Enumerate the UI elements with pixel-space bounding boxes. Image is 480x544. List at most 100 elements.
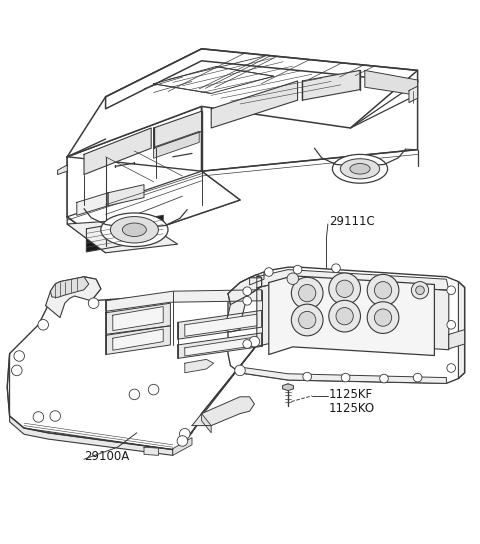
Circle shape bbox=[180, 429, 190, 439]
Polygon shape bbox=[449, 330, 465, 349]
Circle shape bbox=[332, 264, 340, 273]
Circle shape bbox=[243, 339, 252, 348]
Circle shape bbox=[336, 280, 353, 298]
Polygon shape bbox=[202, 80, 418, 171]
Polygon shape bbox=[67, 171, 240, 245]
Circle shape bbox=[287, 273, 299, 285]
Polygon shape bbox=[240, 367, 446, 384]
Circle shape bbox=[38, 319, 48, 330]
Polygon shape bbox=[7, 277, 269, 449]
Ellipse shape bbox=[110, 217, 158, 243]
Circle shape bbox=[299, 311, 316, 329]
Polygon shape bbox=[154, 111, 202, 148]
Polygon shape bbox=[302, 70, 360, 100]
Circle shape bbox=[12, 365, 22, 376]
Polygon shape bbox=[250, 272, 264, 285]
Polygon shape bbox=[409, 86, 418, 103]
Circle shape bbox=[413, 373, 422, 382]
Circle shape bbox=[291, 304, 323, 336]
Circle shape bbox=[249, 336, 260, 347]
Polygon shape bbox=[67, 49, 418, 157]
Polygon shape bbox=[257, 281, 449, 350]
Polygon shape bbox=[50, 277, 89, 298]
Ellipse shape bbox=[122, 223, 146, 237]
Polygon shape bbox=[202, 413, 211, 433]
Circle shape bbox=[447, 286, 456, 294]
Circle shape bbox=[329, 273, 360, 305]
Polygon shape bbox=[185, 360, 214, 373]
Circle shape bbox=[416, 286, 424, 294]
Polygon shape bbox=[269, 276, 434, 356]
Polygon shape bbox=[154, 131, 199, 158]
Circle shape bbox=[148, 384, 159, 395]
Circle shape bbox=[374, 282, 392, 299]
Circle shape bbox=[88, 298, 99, 308]
Circle shape bbox=[264, 268, 273, 276]
Ellipse shape bbox=[350, 164, 370, 174]
Circle shape bbox=[33, 412, 44, 422]
Polygon shape bbox=[113, 329, 163, 350]
Circle shape bbox=[367, 302, 399, 333]
Polygon shape bbox=[67, 157, 240, 245]
Polygon shape bbox=[365, 70, 418, 95]
Polygon shape bbox=[84, 128, 151, 175]
Polygon shape bbox=[228, 278, 262, 305]
Circle shape bbox=[235, 365, 245, 376]
Circle shape bbox=[447, 364, 456, 372]
Polygon shape bbox=[106, 290, 262, 311]
Text: 29111C: 29111C bbox=[329, 215, 374, 228]
Ellipse shape bbox=[332, 154, 388, 183]
Polygon shape bbox=[178, 333, 262, 358]
Polygon shape bbox=[108, 184, 144, 206]
Polygon shape bbox=[144, 447, 158, 455]
Circle shape bbox=[243, 296, 252, 305]
Polygon shape bbox=[7, 354, 10, 416]
Polygon shape bbox=[67, 219, 178, 253]
Polygon shape bbox=[46, 277, 101, 318]
Circle shape bbox=[374, 309, 392, 326]
Polygon shape bbox=[185, 337, 257, 356]
Polygon shape bbox=[257, 270, 449, 290]
Circle shape bbox=[447, 320, 456, 329]
Circle shape bbox=[380, 374, 388, 383]
Polygon shape bbox=[173, 437, 192, 455]
Circle shape bbox=[243, 287, 252, 295]
Circle shape bbox=[50, 411, 60, 421]
Circle shape bbox=[291, 277, 323, 309]
Circle shape bbox=[293, 265, 302, 274]
Ellipse shape bbox=[340, 159, 380, 179]
Circle shape bbox=[367, 274, 399, 306]
Polygon shape bbox=[458, 282, 465, 379]
Polygon shape bbox=[185, 314, 257, 336]
Circle shape bbox=[329, 300, 360, 332]
Ellipse shape bbox=[101, 213, 168, 246]
Polygon shape bbox=[106, 49, 418, 109]
Circle shape bbox=[336, 307, 353, 325]
Circle shape bbox=[14, 351, 24, 361]
Polygon shape bbox=[106, 326, 170, 355]
Polygon shape bbox=[182, 330, 264, 445]
Polygon shape bbox=[113, 307, 163, 331]
Polygon shape bbox=[106, 303, 170, 335]
Circle shape bbox=[129, 389, 140, 400]
Polygon shape bbox=[77, 193, 108, 215]
Circle shape bbox=[299, 285, 316, 302]
Text: 29100A: 29100A bbox=[84, 450, 129, 463]
Circle shape bbox=[341, 373, 350, 382]
Polygon shape bbox=[10, 416, 173, 455]
Text: 1125KF: 1125KF bbox=[329, 388, 373, 401]
Polygon shape bbox=[58, 165, 67, 175]
Circle shape bbox=[177, 436, 188, 446]
Circle shape bbox=[303, 372, 312, 381]
Polygon shape bbox=[192, 397, 254, 425]
Polygon shape bbox=[211, 81, 298, 128]
Text: 1125KO: 1125KO bbox=[329, 403, 375, 415]
Polygon shape bbox=[67, 217, 106, 253]
Circle shape bbox=[411, 282, 429, 299]
Polygon shape bbox=[223, 274, 262, 332]
Polygon shape bbox=[86, 215, 163, 252]
Polygon shape bbox=[178, 311, 262, 339]
Polygon shape bbox=[67, 107, 202, 217]
Polygon shape bbox=[228, 267, 465, 384]
Polygon shape bbox=[283, 384, 293, 391]
